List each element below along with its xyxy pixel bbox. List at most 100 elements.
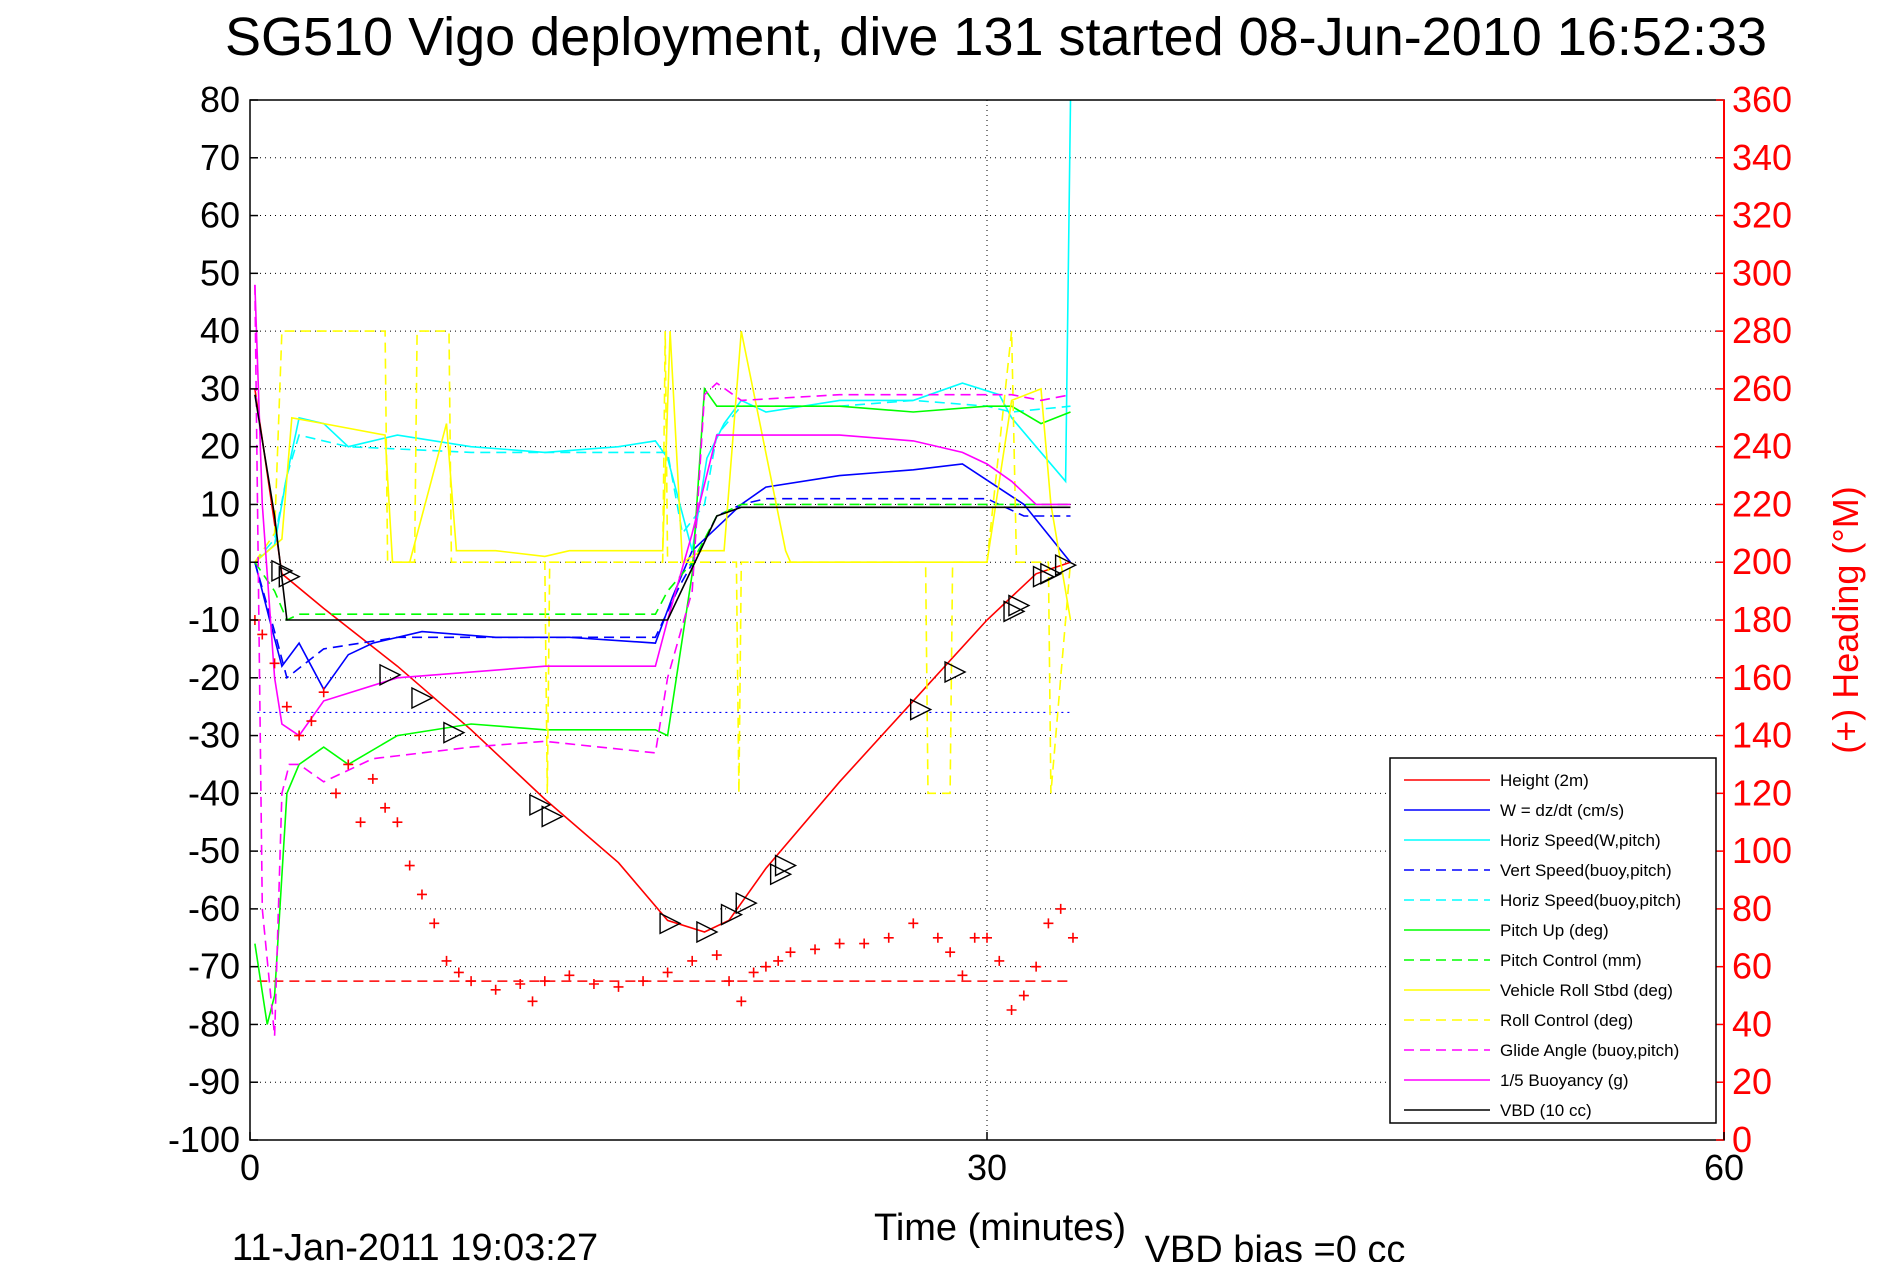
legend-label-11: 1/5 Buoyancy (g)	[1500, 1071, 1629, 1090]
heading-point	[281, 701, 292, 712]
right-tick-label: 220	[1732, 483, 1792, 524]
heading-point	[994, 955, 1005, 966]
heading-point	[404, 860, 415, 871]
left-tick-label: 70	[200, 137, 240, 178]
heading-point	[662, 967, 673, 978]
left-tick-label: -100	[168, 1119, 240, 1160]
heading-point	[760, 961, 771, 972]
right-tick-label: 20	[1732, 1061, 1772, 1102]
triangle-marker	[769, 863, 793, 886]
right-axis-label: (+) Heading (°M)	[1825, 486, 1866, 753]
heading-point	[527, 996, 538, 1007]
triangle-marker	[1040, 562, 1063, 585]
left-tick-label: -30	[188, 715, 240, 756]
heading-point	[883, 932, 894, 943]
heading-point	[1031, 961, 1042, 972]
heading-point	[441, 955, 452, 966]
heading-point	[355, 817, 366, 828]
heading-point	[453, 967, 464, 978]
right-tick-label: 360	[1732, 79, 1792, 120]
heading-point	[1006, 1005, 1017, 1015]
left-tick-label: -90	[188, 1061, 240, 1102]
heading-point	[810, 944, 821, 955]
legend-label-8: Vehicle Roll Stbd (deg)	[1500, 981, 1673, 1000]
reference-lines	[257, 711, 1073, 982]
left-tick-label: 80	[200, 79, 240, 120]
heading-layer	[249, 615, 1078, 1015]
left-tick-label: -60	[188, 888, 240, 929]
left-tick-label: -10	[188, 599, 240, 640]
legend-label-3: Horiz Speed(W,pitch)	[1500, 831, 1661, 850]
heading-point	[724, 976, 735, 987]
triangle-marker	[278, 565, 301, 588]
legend-label-1: Height (2m)	[1500, 771, 1589, 790]
legend-label-12: VBD (10 cc)	[1500, 1101, 1592, 1120]
series-line-1	[254, 388, 1071, 933]
triangle-marker	[720, 903, 744, 926]
heading-point	[982, 932, 992, 943]
heading-point	[466, 976, 477, 987]
heading-point	[748, 967, 759, 978]
left-tick-label: -40	[188, 772, 240, 813]
right-tick-label: 200	[1732, 541, 1792, 582]
heading-point	[785, 947, 796, 958]
triangle-marker	[1003, 600, 1026, 623]
left-tick-label: 50	[200, 252, 240, 293]
heading-point	[306, 716, 317, 727]
left-tick-label: 20	[200, 426, 240, 467]
triangle-marker	[379, 663, 402, 687]
heading-point	[932, 932, 943, 943]
series-layer	[254, 99, 1072, 1037]
series-line-6	[254, 386, 1071, 1025]
heading-point	[834, 938, 845, 949]
heading-point	[1043, 918, 1054, 929]
heading-point	[736, 996, 747, 1007]
legend-label-9: Roll Control (deg)	[1500, 1011, 1633, 1030]
legend: Height (2m) W = dz/dt (cm/s) Horiz Speed(W…	[1389, 757, 1717, 1124]
right-tick-label: 180	[1732, 599, 1792, 640]
x-tick-label: 0	[240, 1147, 260, 1188]
left-axis-ticks: 80 70 60 50 40 30 20 10 0 -10 -20 -30 -40 -50 -60 -70 -8…	[168, 79, 258, 1160]
heading-point	[367, 773, 378, 784]
heading-point	[613, 981, 624, 992]
footer-date: 11-Jan-2011 19:03:27	[232, 1227, 598, 1262]
legend-label-10: Glide Angle (buoy,pitch)	[1500, 1041, 1679, 1060]
x-axis-label: Time (minutes)	[874, 1207, 1126, 1249]
right-tick-label: 340	[1732, 137, 1792, 178]
series-line-2	[254, 463, 1072, 691]
legend-label-2: W = dz/dt (cm/s)	[1500, 801, 1624, 820]
heading-point	[1018, 990, 1029, 1001]
triangle-marker	[1032, 565, 1056, 588]
heading-point	[380, 802, 391, 813]
legend-box	[1389, 757, 1717, 1124]
legend-label-6: Pitch Up (deg)	[1500, 921, 1609, 940]
heading-point	[711, 950, 722, 961]
heading-point	[294, 730, 305, 741]
heading-point	[257, 629, 268, 640]
heading-point	[564, 970, 575, 981]
left-tick-label: 40	[200, 310, 240, 351]
triangle-marker	[944, 660, 967, 684]
heading-point	[416, 889, 427, 900]
heading-point	[515, 979, 526, 989]
series-line-10	[254, 284, 1071, 1037]
left-tick-label: -80	[188, 1003, 240, 1044]
heading-point	[687, 955, 698, 966]
heading-point	[969, 932, 980, 943]
heading-point	[908, 918, 919, 929]
right-tick-label: 300	[1732, 252, 1792, 293]
heading-point	[1055, 903, 1066, 914]
right-tick-label: 240	[1732, 426, 1792, 467]
triangle-marker	[659, 912, 682, 935]
series-line-5	[254, 399, 1071, 563]
triangle-marker	[1054, 553, 1078, 577]
triangle-marker	[735, 891, 758, 915]
right-tick-label: 280	[1732, 310, 1792, 351]
left-tick-label: 60	[200, 195, 240, 236]
right-axis-ticks: 3603403203002802602402202001801601401201…	[1716, 79, 1792, 1160]
x-tick-label: 30	[967, 1147, 1007, 1188]
heading-point	[429, 918, 440, 929]
legend-label-4: Vert Speed(buoy,pitch)	[1500, 861, 1672, 880]
triangle-marker	[529, 793, 552, 817]
triangle-marker	[909, 698, 933, 721]
